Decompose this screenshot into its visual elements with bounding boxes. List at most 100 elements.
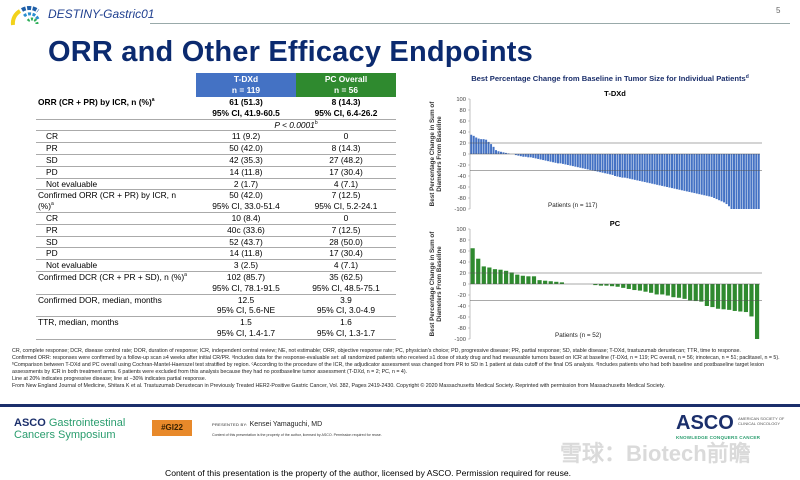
bar [623, 154, 626, 178]
bar [638, 154, 641, 181]
bar [708, 154, 711, 197]
row-label: PR [36, 142, 196, 155]
bar [554, 154, 557, 163]
bar [688, 154, 691, 192]
y-tick-label: 80 [460, 108, 466, 114]
bar [643, 154, 646, 183]
bar [604, 154, 607, 174]
bar [492, 269, 498, 284]
pc-value: 4 (7.1) [296, 178, 396, 191]
table-row: ORR (CR + PR) by ICR, n (%)a 61 (51.3) 95%… [36, 97, 396, 120]
bar [643, 284, 648, 292]
bar [485, 139, 488, 154]
bar [683, 154, 686, 191]
row-label: Not evaluable [36, 178, 196, 191]
bar [517, 154, 520, 156]
pc-value: 17 (30.4) [296, 247, 396, 261]
efficacy-table: T-DXd n = 119 PC Overall n = 56 ORR (CR + … [36, 73, 396, 340]
bar [715, 284, 721, 309]
bar [636, 154, 639, 181]
table-row: Confirmed ORR (CR + PR) by ICR, n (%)a 50… [36, 189, 396, 213]
bar [539, 154, 542, 160]
bar [740, 154, 743, 209]
bar [710, 284, 715, 308]
bar [487, 141, 490, 154]
bar [524, 154, 527, 157]
row-label: PD [36, 247, 196, 261]
bar [695, 154, 698, 194]
bar [593, 284, 598, 286]
bar [537, 280, 542, 284]
bar [537, 154, 540, 159]
bar [492, 146, 495, 154]
x-axis-label: Patients (n = 117) [548, 202, 597, 209]
footnote-details: Confirmed ORR: responses were confirmed … [12, 355, 780, 375]
bar [543, 280, 548, 284]
bar [665, 284, 670, 296]
bar [509, 272, 514, 284]
bar [626, 154, 629, 179]
bar [604, 284, 609, 286]
bar [549, 154, 552, 162]
bar [728, 154, 731, 207]
bar [698, 154, 701, 195]
pc-value: 8 (14.3) [296, 142, 396, 155]
bar [515, 274, 520, 284]
y-tick-label: -40 [458, 174, 466, 180]
row-label: SD [36, 154, 196, 167]
bar [499, 151, 502, 154]
bar [653, 154, 656, 185]
bar [559, 154, 562, 164]
bar [495, 150, 498, 154]
pc-value: 7 (12.5) [296, 224, 396, 237]
table-row: Confirmed DCR (CR + PR + SD), n (%)a 102 … [36, 271, 396, 295]
y-tick-label: -60 [458, 185, 466, 191]
bar [699, 284, 704, 302]
bar [752, 154, 755, 209]
bar [497, 151, 500, 154]
pc-value: 1.6 95% CI, 1.3-1.7 [296, 316, 396, 340]
bar [564, 154, 567, 165]
bar [730, 154, 733, 209]
bar [514, 154, 517, 156]
y-tick-label: -100 [454, 207, 466, 213]
watermark: 雪球：Biotech前瞻 [560, 441, 751, 466]
bar [601, 154, 604, 173]
col-header-pc: PC Overall n = 56 [296, 73, 396, 97]
bar [754, 284, 760, 339]
tdxd-value: 2 (1.7) [196, 178, 296, 191]
bar [534, 154, 537, 159]
y-axis-label: Best Percentage Change in Sum ofDiameter… [429, 101, 443, 207]
pc-value: 3.9 95% CI, 3.0-4.9 [296, 294, 396, 318]
bar [611, 154, 614, 175]
bar [599, 154, 602, 173]
pc-value: 4 (7.1) [296, 259, 396, 272]
bar [690, 154, 693, 193]
table-row: SD 42 (35.3) 27 (48.2) [36, 154, 396, 167]
y-tick-label: -20 [458, 293, 466, 299]
bar [703, 154, 706, 196]
bar [480, 139, 483, 154]
bar [626, 284, 631, 289]
bar [569, 154, 572, 166]
bar [641, 154, 644, 182]
y-tick-label: -80 [458, 196, 466, 202]
bar [715, 154, 718, 200]
pc-value: 0 [296, 212, 396, 225]
tdxd-value: 40c (33.6) [196, 224, 296, 237]
waterfall-charts: Best Percentage Change from Baseline in … [429, 74, 762, 343]
y-tick-label: 40 [460, 130, 466, 136]
bar [598, 284, 604, 286]
row-label: Confirmed DCR (CR + PR + SD), n (%)a [36, 271, 196, 295]
bar [606, 154, 609, 174]
bar [591, 154, 594, 171]
tdxd-value: 42 (35.3) [196, 154, 296, 167]
asco-logo: ASCO [676, 412, 734, 434]
table-row: CR 10 (8.4) 0 [36, 212, 396, 225]
row-label: ORR (CR + PR) by ICR, n (%)a [36, 97, 196, 120]
bar [621, 284, 626, 288]
x-axis-label: Patients (n = 52) [555, 332, 601, 339]
bar [579, 154, 582, 168]
bar [718, 154, 721, 201]
bar [594, 154, 597, 172]
